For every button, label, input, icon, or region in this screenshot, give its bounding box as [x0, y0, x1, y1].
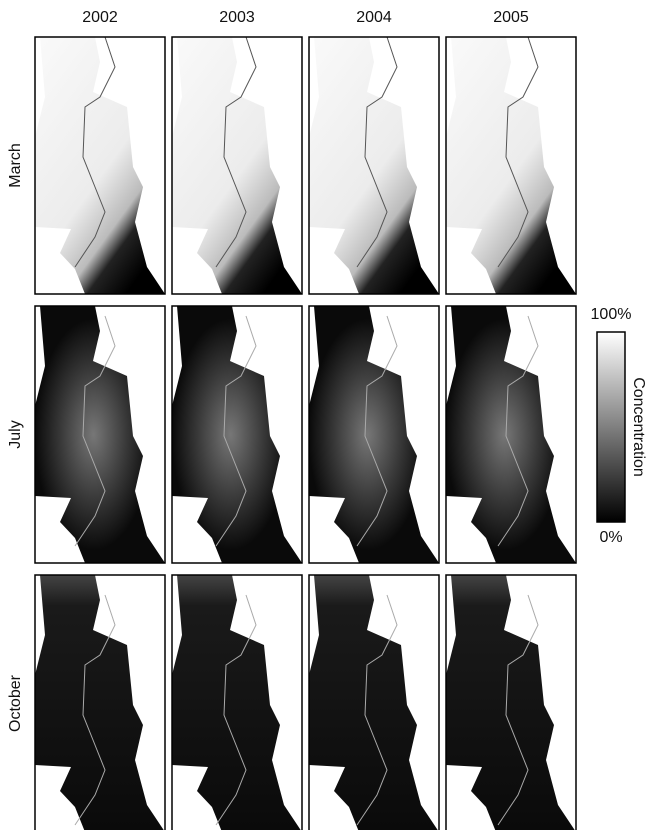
map-panel [171, 305, 303, 564]
column-header: 2004 [356, 9, 392, 26]
colorbar-min: 0% [599, 529, 622, 546]
ice-contour [356, 36, 398, 268]
ice-contour [497, 315, 539, 547]
sea-field [446, 306, 576, 563]
sea-field [35, 37, 165, 294]
map-panel [171, 574, 303, 833]
panel-frame [308, 36, 440, 295]
colorbar [596, 331, 626, 523]
panel-frame [171, 305, 303, 564]
sea-field [309, 37, 439, 294]
panel-frame [171, 36, 303, 295]
ice-contour [215, 594, 257, 826]
map-panel [34, 305, 166, 564]
column-header: 2005 [493, 9, 529, 26]
sea-field [172, 575, 302, 832]
map-panel [34, 574, 166, 833]
map-panel [34, 36, 166, 295]
map-panel [308, 305, 440, 564]
ice-contour [74, 315, 116, 547]
row-label: March [7, 143, 24, 187]
ice-contour [356, 315, 398, 547]
ice-contour [497, 36, 539, 268]
map-panel [308, 36, 440, 295]
row-label: October [7, 674, 24, 732]
ice-contour [497, 594, 539, 826]
ice-contour [356, 594, 398, 826]
column-header: 2002 [82, 9, 118, 26]
ice-contour [215, 315, 257, 547]
colorbar-max: 100% [591, 306, 632, 323]
sea-field [172, 306, 302, 563]
map-panel [445, 36, 577, 295]
ice-contour [74, 594, 116, 826]
panel-grid: 2002 2003 2004 2005 March July October [7, 9, 577, 833]
sea-field [446, 37, 576, 294]
sea-field [35, 306, 165, 563]
panel-frame [445, 36, 577, 295]
panel-frame [445, 305, 577, 564]
sea-field [309, 575, 439, 832]
map-panel [308, 574, 440, 833]
sea-field [309, 306, 439, 563]
map-panel [445, 305, 577, 564]
panel-frame [34, 305, 166, 564]
panel-frame [308, 305, 440, 564]
sea-field [446, 575, 576, 832]
ice-contour [215, 36, 257, 268]
sea-field [172, 37, 302, 294]
sea-field [35, 575, 165, 832]
row-label: July [7, 420, 24, 448]
panel-frame [34, 36, 166, 295]
map-panel [171, 36, 303, 295]
map-panel [445, 574, 577, 833]
column-header: 2003 [219, 9, 255, 26]
colorbar-label: Concentration [630, 377, 647, 477]
ice-contour [74, 36, 116, 268]
